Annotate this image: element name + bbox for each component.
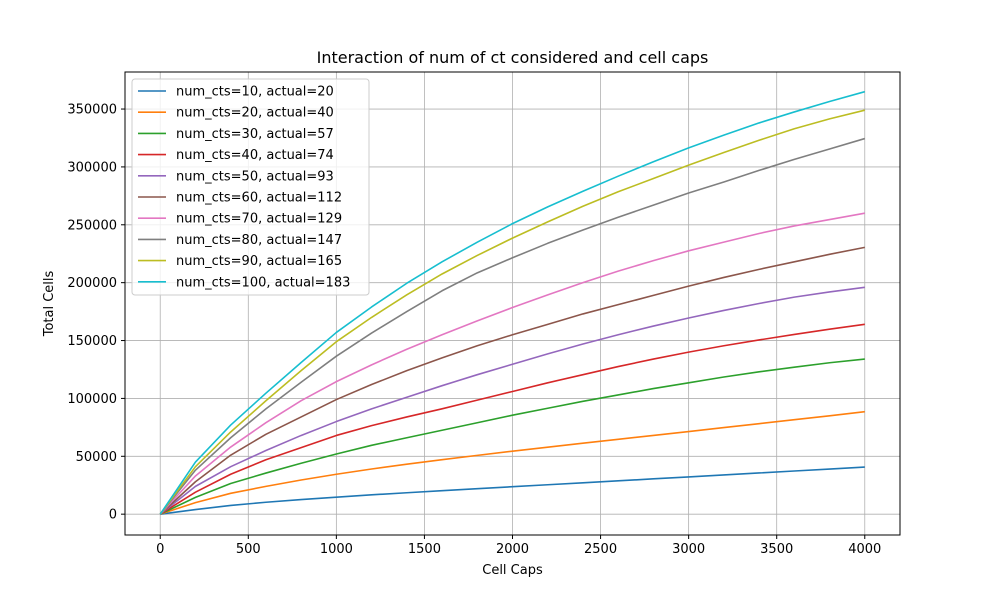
series-line-2: [159, 410, 865, 515]
x-tick-label: 0: [156, 542, 164, 557]
x-tick-label: 2000: [496, 542, 529, 557]
x-tick-label: 1500: [408, 542, 441, 557]
series-line-5: [159, 286, 865, 515]
series-line-3: [159, 358, 865, 515]
y-axis-title: Total Cells: [42, 270, 57, 337]
series-line-1: [160, 466, 865, 515]
legend-label: num_cts=50, actual=93: [176, 169, 334, 184]
y-tick-label: 150000: [67, 334, 117, 349]
y-tick-label: 350000: [67, 103, 117, 118]
y-tick-label: 300000: [67, 160, 117, 175]
legend-box: [131, 78, 370, 296]
chart-title: Interaction of num of ct considered and …: [317, 48, 709, 67]
legend-label: num_cts=40, actual=74: [176, 148, 334, 163]
y-tick-label: 250000: [67, 218, 117, 233]
legend-label: num_cts=10, actual=20: [176, 85, 334, 100]
y-tick-label: 100000: [67, 392, 117, 407]
legend-label: num_cts=70, actual=129: [176, 212, 342, 227]
x-tick-label: 3500: [760, 542, 793, 557]
x-axis-title: Cell Caps: [482, 563, 543, 578]
y-tick-label: 200000: [67, 276, 117, 291]
legend-label: num_cts=60, actual=112: [176, 191, 342, 206]
series-line-6: [159, 246, 865, 515]
series-line-4: [159, 323, 865, 515]
legend-label: num_cts=90, actual=165: [176, 254, 342, 269]
series-line-7: [159, 212, 865, 515]
axis-ticks: 0 500 1000 1500 2000 2500 3000 3500 4000 0 50000 10…: [67, 103, 881, 557]
legend-label: num_cts=30, actual=57: [176, 127, 334, 142]
legend-label: num_cts=80, actual=147: [176, 233, 342, 248]
series-lines: [159, 90, 865, 515]
x-tick-label: 500: [236, 542, 261, 557]
series-line-8: [159, 137, 865, 515]
x-tick-label: 3000: [672, 542, 705, 557]
legend-label: num_cts=20, actual=40: [176, 106, 334, 121]
x-tick-label: 2500: [584, 542, 617, 557]
x-tick-label: 4000: [848, 542, 881, 557]
legend: num_cts=10, actual=20 num_cts=20, actual=…: [131, 78, 370, 296]
x-tick-label: 1000: [320, 542, 353, 557]
series-line-9: [159, 109, 865, 515]
legend-label: num_cts=100, actual=183: [176, 275, 350, 290]
y-tick-label: 0: [109, 508, 117, 523]
series-line-10: [159, 90, 865, 515]
y-tick-label: 50000: [76, 450, 117, 465]
